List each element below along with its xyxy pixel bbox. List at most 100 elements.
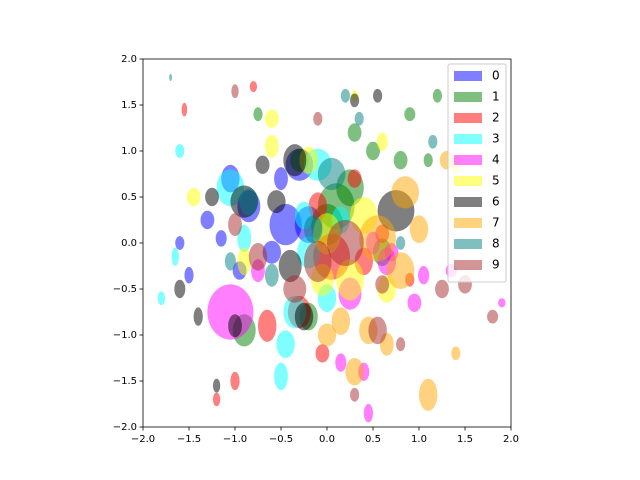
ellipse-point (237, 224, 252, 253)
ellipse-point (347, 169, 362, 188)
ellipse-point (228, 314, 242, 338)
ellipse-point (308, 192, 327, 220)
ellipse-point (184, 266, 194, 284)
legend-swatch (454, 155, 482, 165)
ellipse-point (230, 371, 240, 391)
ellipse-point (224, 252, 236, 271)
legend-label: 4 (492, 153, 500, 167)
x-tick-label: −2.0 (131, 434, 155, 445)
legend-swatch (454, 92, 482, 102)
legend-swatch (454, 113, 482, 123)
ellipse-point (212, 392, 221, 407)
ellipse-point (283, 275, 307, 303)
ellipse-point (393, 151, 408, 170)
ellipse-point (350, 93, 360, 108)
y-tick-label: −1.0 (113, 330, 137, 341)
legend-label: 1 (492, 90, 500, 104)
x-tick-label: 1.5 (457, 434, 473, 445)
ellipse-point (276, 330, 295, 359)
ellipse-point (335, 353, 347, 372)
legend-swatch (454, 134, 482, 144)
legend-label: 9 (492, 258, 500, 272)
ellipse-point (193, 307, 203, 326)
ellipse-point (205, 187, 219, 207)
ellipse-point (423, 153, 433, 168)
ellipse-point (231, 84, 239, 99)
ellipse-point (175, 236, 185, 250)
ellipse-point (317, 323, 337, 347)
ellipse-point (350, 387, 360, 402)
x-tick-label: 1.0 (411, 434, 427, 445)
legend-label: 8 (492, 237, 500, 251)
y-tick-label: −1.5 (113, 376, 137, 387)
legend-label: 7 (492, 216, 500, 230)
ellipse-point (157, 291, 166, 306)
y-tick-label: 1.0 (121, 146, 137, 157)
ellipse-point (248, 242, 268, 271)
ellipse-point (451, 346, 461, 361)
ellipse-point (340, 88, 350, 103)
axes: −2.0 −1.5 −1.0 −0.5 0.0 0.5 1.0 1.5 2.0 −2.0 −1.5 −… (113, 54, 519, 445)
ellipse-point (376, 132, 388, 151)
ellipse-point (274, 167, 288, 191)
ellipse-point (181, 102, 188, 117)
ellipse-point (396, 236, 406, 250)
ellipse-point (354, 111, 364, 126)
ellipse-point (215, 230, 227, 247)
ellipse-point (278, 249, 302, 283)
ellipse-point (396, 337, 406, 352)
ellipse-point (239, 187, 258, 216)
ellipse-point (175, 144, 185, 158)
ellipse-point (258, 309, 277, 342)
ellipse-point (373, 88, 383, 103)
legend-swatch (454, 239, 482, 249)
ellipse-point (347, 123, 362, 142)
y-tick-label: 0.5 (121, 192, 137, 203)
ellipse-point (345, 358, 364, 386)
x-tick-label: −1.0 (223, 434, 247, 445)
ellipse-point (313, 111, 323, 126)
ellipse-point (359, 215, 396, 262)
legend-swatch (454, 71, 482, 81)
ellipse-point (274, 362, 288, 391)
ellipse-point (386, 252, 415, 289)
ellipse-point (428, 134, 438, 149)
ellipse-point (409, 215, 429, 243)
ellipse-point (487, 309, 499, 324)
ellipse-point (419, 378, 438, 411)
ellipse-point (253, 107, 263, 122)
ellipse-point (435, 279, 449, 299)
ellipse-point (237, 247, 252, 276)
legend-label: 6 (492, 195, 500, 209)
x-tick-label: 2.0 (503, 434, 519, 445)
legend-swatch (454, 218, 482, 228)
ellipse-point (174, 279, 186, 299)
ellipse-point (331, 307, 350, 336)
ellipse-point (264, 134, 279, 158)
ellipse-point (366, 141, 380, 161)
ellipse-point (269, 203, 302, 246)
ellipse-point (327, 220, 364, 266)
y-tick-label: 0.0 (121, 238, 137, 249)
ellipse-point (171, 247, 179, 266)
ellipse-point (363, 404, 373, 423)
y-tick-label: 1.5 (121, 100, 137, 111)
ellipse-point (407, 293, 422, 312)
ellipse-point (336, 259, 364, 301)
x-tick-label: 0.0 (319, 434, 335, 445)
ellipse-point (391, 176, 420, 209)
legend: 0 1 2 3 4 5 6 7 8 9 (447, 63, 507, 283)
ellipse-point (264, 263, 279, 287)
ellipse-point (264, 109, 279, 128)
ellipse-point (294, 302, 314, 331)
legend-label: 2 (492, 111, 500, 125)
y-tick-label: −0.5 (113, 284, 137, 295)
ellipse-point (317, 157, 346, 191)
x-tick-label: −0.5 (269, 434, 293, 445)
ellipse-point (169, 73, 172, 82)
ellipse-point (432, 88, 442, 103)
ellipse-point (404, 107, 416, 122)
x-tick-label: −1.5 (177, 434, 201, 445)
legend-label: 5 (492, 174, 500, 188)
